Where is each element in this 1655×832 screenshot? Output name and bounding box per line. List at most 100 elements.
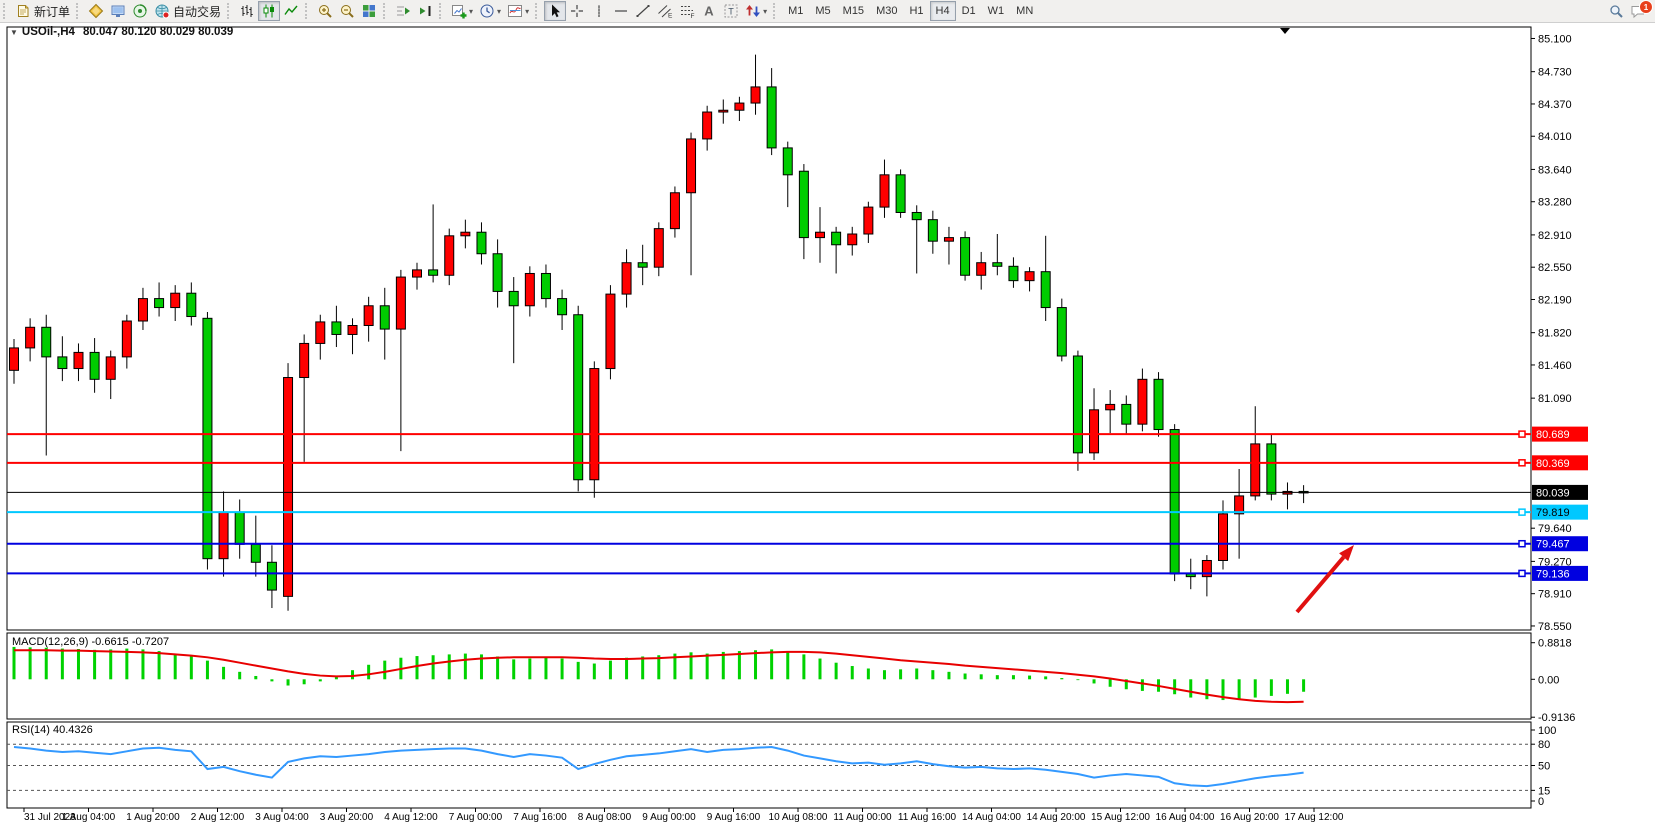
price-line-79.467[interactable]: 79.467 bbox=[7, 536, 1588, 552]
svg-text:0.8818: 0.8818 bbox=[1538, 638, 1572, 650]
chart-canvas[interactable]: 80.689 80.369 80.039 79.819 79.467 79.13685.1… bbox=[0, 22, 1655, 832]
new-order-button[interactable]: 新订单 bbox=[12, 1, 73, 21]
timeframe-button-w1[interactable]: W1 bbox=[987, 5, 1005, 17]
price-line-79.136[interactable]: 79.136 bbox=[7, 565, 1588, 581]
new-chart-button[interactable]: ▾ bbox=[448, 1, 476, 21]
timeframe-button-m30[interactable]: M30 bbox=[876, 5, 898, 17]
text-a-icon: A bbox=[704, 4, 714, 19]
svg-text:80.369: 80.369 bbox=[1536, 458, 1570, 470]
candle bbox=[686, 132, 697, 276]
line-end-marker[interactable] bbox=[1518, 569, 1526, 578]
arrows-icon bbox=[746, 5, 761, 17]
new-chart-icon bbox=[452, 5, 467, 19]
text-button[interactable]: A bbox=[698, 1, 720, 21]
line-end-marker[interactable] bbox=[1518, 430, 1526, 438]
profiles-button[interactable]: ▾ bbox=[476, 1, 504, 21]
zoom-in-button[interactable] bbox=[314, 1, 336, 21]
timeframe-button-mn[interactable]: MN bbox=[1016, 5, 1034, 17]
toolbar-grip[interactable] bbox=[76, 3, 83, 19]
dropdown-arrow-icon[interactable]: ▾ bbox=[763, 6, 768, 16]
crosshair-button[interactable] bbox=[566, 1, 588, 21]
line-end-marker[interactable] bbox=[1518, 508, 1526, 516]
autotrading-button[interactable]: 自动交易 bbox=[151, 1, 224, 21]
price-badge bbox=[1532, 455, 1588, 471]
templates-button[interactable]: ▾ bbox=[504, 1, 532, 21]
timeframe-button-d1[interactable]: D1 bbox=[961, 5, 976, 17]
toolbar-grip[interactable] bbox=[305, 3, 312, 19]
dropdown-arrow-icon[interactable]: ▾ bbox=[497, 6, 502, 16]
svg-text:82.910: 82.910 bbox=[1538, 230, 1572, 242]
timeframe-button-m15[interactable]: M15 bbox=[842, 5, 865, 17]
trendline-button[interactable] bbox=[632, 1, 654, 21]
label-button[interactable]: T bbox=[720, 1, 742, 21]
candle bbox=[315, 314, 326, 360]
svg-text:-0.9136: -0.9136 bbox=[1538, 712, 1575, 724]
candle bbox=[25, 318, 36, 362]
timeframe-button-h4[interactable]: H4 bbox=[929, 1, 956, 21]
toolbar-group: E F A T ▾ bbox=[532, 0, 770, 22]
trend-arrow[interactable] bbox=[1295, 545, 1354, 614]
svg-text:79.136: 79.136 bbox=[1536, 568, 1570, 580]
arrows-button[interactable]: ▾ bbox=[742, 1, 770, 21]
candle bbox=[943, 226, 954, 265]
svg-text:1 Aug 04:00: 1 Aug 04:00 bbox=[62, 812, 116, 823]
timeframe-button-m5[interactable]: M5 bbox=[815, 5, 831, 17]
search-button[interactable] bbox=[1605, 1, 1627, 21]
candle bbox=[105, 350, 116, 400]
price-axis[interactable]: 85.100 84.730 84.370 84.010 83.640 83.280 82.9… bbox=[1531, 33, 1572, 633]
auto-scroll-button[interactable] bbox=[414, 1, 436, 21]
svg-text:79.467: 79.467 bbox=[1536, 539, 1570, 551]
dropdown-arrow-icon[interactable]: ▾ bbox=[525, 6, 530, 16]
navigator-button[interactable] bbox=[129, 1, 151, 21]
line-end-marker[interactable] bbox=[1518, 539, 1526, 548]
svg-text:17 Aug 12:00: 17 Aug 12:00 bbox=[1285, 812, 1344, 823]
svg-text:81.460: 81.460 bbox=[1538, 360, 1572, 372]
zoom-out-icon bbox=[341, 5, 354, 18]
clock-icon bbox=[480, 4, 494, 18]
candle bbox=[347, 318, 358, 355]
toolbar-grip[interactable] bbox=[439, 3, 446, 19]
candlestick-button[interactable] bbox=[258, 1, 281, 21]
chart-shift-marker[interactable] bbox=[1280, 28, 1290, 34]
timeframe-button-m1[interactable]: M1 bbox=[788, 5, 804, 17]
candle bbox=[266, 545, 277, 609]
svg-text:50: 50 bbox=[1538, 761, 1550, 773]
candle bbox=[444, 228, 455, 286]
toolbar-grip[interactable] bbox=[773, 3, 780, 19]
candle bbox=[895, 169, 906, 218]
svg-text:2 Aug 12:00: 2 Aug 12:00 bbox=[191, 812, 245, 823]
toolbar-grip[interactable] bbox=[535, 3, 542, 19]
candle bbox=[137, 287, 148, 330]
toolbar-grip[interactable] bbox=[3, 3, 10, 19]
candle bbox=[395, 269, 406, 452]
bar-chart-button[interactable] bbox=[236, 1, 258, 21]
dropdown-arrow-icon[interactable]: ▾ bbox=[469, 6, 474, 16]
price-line-80.369[interactable]: 80.369 bbox=[7, 455, 1588, 471]
vertical-line-button[interactable] bbox=[588, 1, 610, 21]
cursor-button[interactable] bbox=[544, 1, 567, 21]
toolbar-grip[interactable] bbox=[383, 3, 390, 19]
line-end-marker[interactable] bbox=[1518, 459, 1526, 467]
timeframe-button-h1[interactable]: H1 bbox=[909, 5, 924, 17]
macd-panel[interactable] bbox=[6, 632, 1532, 720]
price-line-79.819[interactable]: 79.819 bbox=[7, 504, 1588, 520]
fibonacci-button[interactable]: F bbox=[676, 1, 698, 21]
channel-button[interactable]: E bbox=[654, 1, 676, 21]
toolbar-group bbox=[302, 0, 380, 22]
line-chart-button[interactable] bbox=[280, 1, 302, 21]
candle bbox=[1137, 368, 1148, 432]
candle bbox=[73, 343, 84, 382]
main-toolbar: 新订单 自动交易 ▾ ▾ ▾ E F A T ▾ M1 M5 M15 M30 H1 H4 D1 W1 MN 1 bbox=[0, 0, 1655, 23]
chart-shift-button[interactable] bbox=[392, 1, 414, 21]
toolbar-grip[interactable] bbox=[227, 3, 234, 19]
svg-text:A: A bbox=[704, 4, 714, 19]
price-line-80.039[interactable]: 80.039 bbox=[7, 484, 1588, 500]
tile-windows-button[interactable] bbox=[358, 1, 380, 21]
market-watch-button[interactable] bbox=[85, 1, 107, 21]
svg-text:E: E bbox=[668, 13, 673, 20]
zoom-out-button[interactable] bbox=[336, 1, 358, 21]
horizontal-line-button[interactable] bbox=[610, 1, 632, 21]
data-window-button[interactable] bbox=[107, 1, 129, 21]
price-line-80.689[interactable]: 80.689 bbox=[7, 426, 1588, 442]
